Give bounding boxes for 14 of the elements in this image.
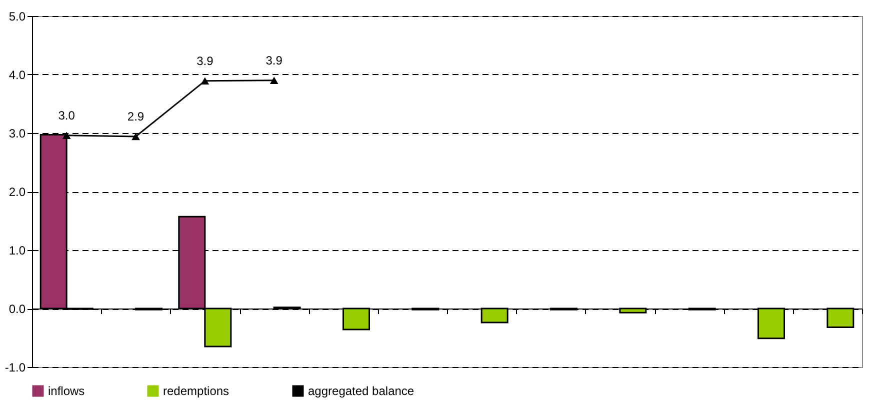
- y-tick-label: 3.0: [8, 126, 26, 140]
- y-tick-label: 1.0: [8, 244, 26, 258]
- data-label: 2.9: [127, 110, 144, 124]
- legend-label: redemptions: [163, 384, 230, 398]
- legend-label: aggregated balance: [308, 384, 414, 398]
- y-tick-label: 5.0: [8, 10, 26, 24]
- y-tick-label: -1.0: [4, 360, 26, 374]
- data-label: 3.9: [196, 54, 214, 68]
- legend-label: inflows: [48, 384, 85, 398]
- y-tick-label: 4.0: [8, 68, 26, 82]
- y-tick-label: 0.0: [8, 302, 26, 316]
- data-label: 3.0: [58, 108, 76, 122]
- y-tick-label: 2.0: [8, 185, 26, 199]
- data-label: 3.9: [266, 53, 283, 68]
